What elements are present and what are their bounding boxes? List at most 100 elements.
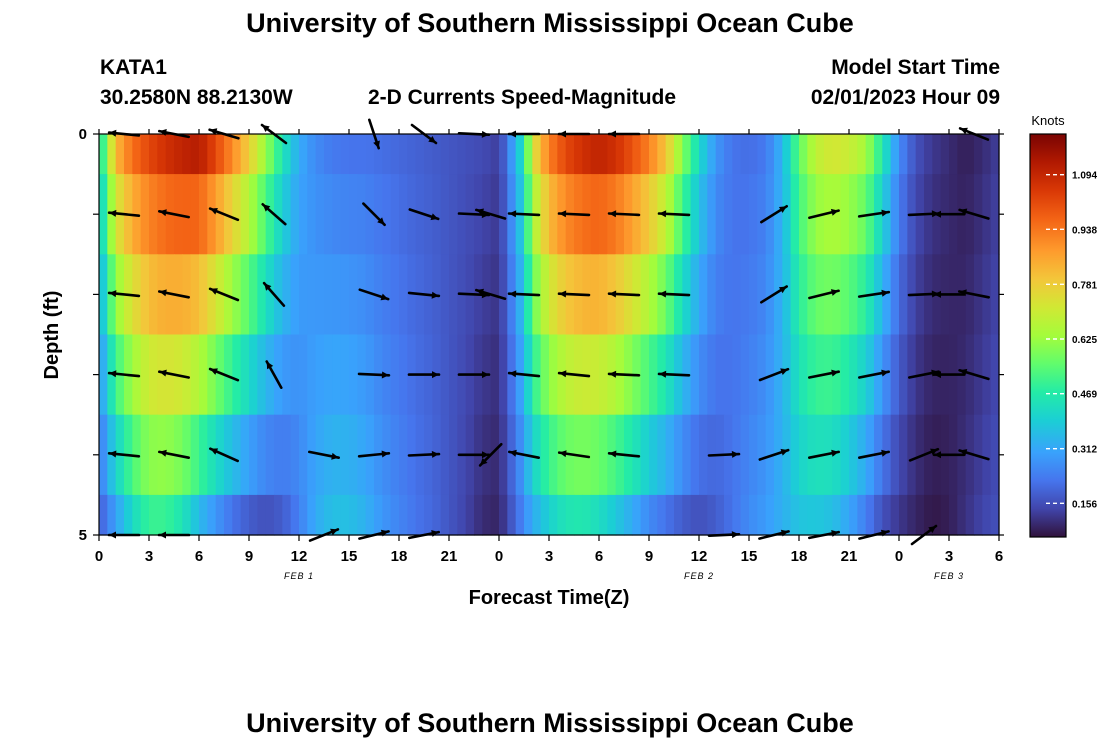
heat-cell — [324, 174, 333, 255]
heat-cell — [549, 134, 558, 175]
heat-cell — [232, 334, 242, 416]
heat-cell — [224, 494, 233, 536]
heat-cell — [449, 174, 458, 255]
heat-cell — [299, 134, 308, 175]
current-vector — [107, 450, 141, 458]
heat-cell — [299, 254, 308, 336]
heat-cell — [449, 494, 458, 536]
heat-cell — [749, 334, 758, 416]
heat-cell — [907, 334, 917, 416]
heat-cell — [990, 254, 1000, 336]
x-tick-label: 3 — [945, 548, 953, 565]
heat-cell — [757, 254, 767, 336]
heat-cell — [715, 334, 725, 416]
heat-cell — [590, 334, 600, 416]
model-start-label: Model Start Time — [831, 56, 1000, 79]
heat-cell — [740, 414, 750, 496]
current-vector — [758, 367, 790, 382]
heat-cell — [407, 254, 417, 336]
y-tick-label: 0 — [79, 126, 87, 143]
heat-cell — [474, 494, 483, 536]
heat-cell — [315, 334, 325, 416]
heat-cell — [907, 414, 917, 496]
currents-heatmap-chart: 0 3 6 9 12 15 18 21 0 3 6 9 12 15 18 21 0 3 6 FEB 1 FEB 2 FEB… — [41, 113, 1097, 609]
heat-cell — [857, 334, 867, 416]
heat-cell — [307, 174, 317, 255]
heat-cell — [499, 254, 508, 336]
heat-cell — [799, 494, 808, 536]
heat-cell — [182, 494, 192, 536]
current-vector — [657, 290, 691, 298]
current-vector — [407, 371, 441, 379]
heat-cell — [290, 494, 300, 536]
heat-cell — [824, 254, 833, 336]
heat-cell — [765, 134, 775, 175]
heat-cell — [507, 414, 517, 496]
heat-cell — [882, 174, 892, 255]
x-tick-label: 9 — [245, 548, 253, 565]
heat-cell — [215, 494, 225, 536]
heat-cell — [174, 494, 183, 536]
heat-cell — [182, 414, 192, 496]
colorbar: Knots 0.156 0.312 0.469 0.625 0.781 0.938 1.09… — [1029, 113, 1097, 538]
heat-cell — [474, 134, 483, 175]
heat-cell — [790, 134, 800, 175]
heat-cell — [374, 494, 383, 536]
heat-cell — [540, 494, 550, 536]
current-vector — [607, 370, 641, 378]
date-label: FEB 3 — [934, 571, 964, 581]
current-vector — [307, 450, 341, 460]
heat-cell — [215, 254, 225, 336]
heat-cell — [115, 134, 125, 175]
heat-cell — [290, 334, 300, 416]
current-vector — [107, 370, 141, 378]
heat-cell — [190, 134, 200, 175]
current-vector — [857, 209, 891, 218]
heat-cell — [299, 494, 308, 536]
heat-cell — [790, 414, 800, 496]
heat-cell — [207, 134, 217, 175]
heat-cell — [615, 134, 625, 175]
heat-cell — [549, 494, 558, 536]
chart-title: 2-D Currents Speed-Magnitude — [368, 86, 677, 109]
heat-cell — [274, 494, 283, 536]
heat-cell — [874, 494, 883, 536]
heat-cell — [690, 174, 700, 255]
heat-cell — [424, 134, 433, 175]
heat-cell — [874, 134, 883, 175]
heat-cell — [540, 254, 550, 336]
heat-cell — [165, 494, 175, 536]
heat-cell — [699, 494, 708, 536]
heat-cell — [899, 414, 908, 496]
current-vector — [557, 370, 591, 378]
heat-cell — [899, 134, 908, 175]
heat-cell — [924, 414, 933, 496]
heat-cell — [757, 494, 767, 536]
heat-cell — [849, 494, 858, 536]
heat-cell — [890, 334, 900, 416]
heat-cell — [99, 334, 108, 416]
heat-cell — [299, 414, 308, 496]
current-vector — [362, 202, 386, 227]
heat-cell — [924, 494, 933, 536]
heat-cell — [965, 174, 975, 255]
heat-cell — [607, 134, 617, 175]
heat-cell — [815, 134, 825, 175]
heat-cell — [882, 494, 892, 536]
heat-cell — [207, 494, 217, 536]
heat-cell — [190, 414, 200, 496]
colorbar-tick-label: 0.312 — [1072, 445, 1097, 456]
heat-cell — [249, 254, 258, 336]
heat-cell — [882, 134, 892, 175]
heat-cell — [274, 254, 283, 336]
heat-cell — [749, 254, 758, 336]
heat-cell — [932, 134, 942, 175]
heat-cell — [490, 334, 500, 416]
heat-cell — [865, 134, 875, 175]
heat-cell — [199, 414, 208, 496]
heat-cell — [807, 174, 817, 255]
heat-cell — [232, 134, 242, 175]
heat-cell — [207, 174, 217, 255]
heat-cell — [482, 134, 492, 175]
heat-cell — [515, 494, 525, 536]
